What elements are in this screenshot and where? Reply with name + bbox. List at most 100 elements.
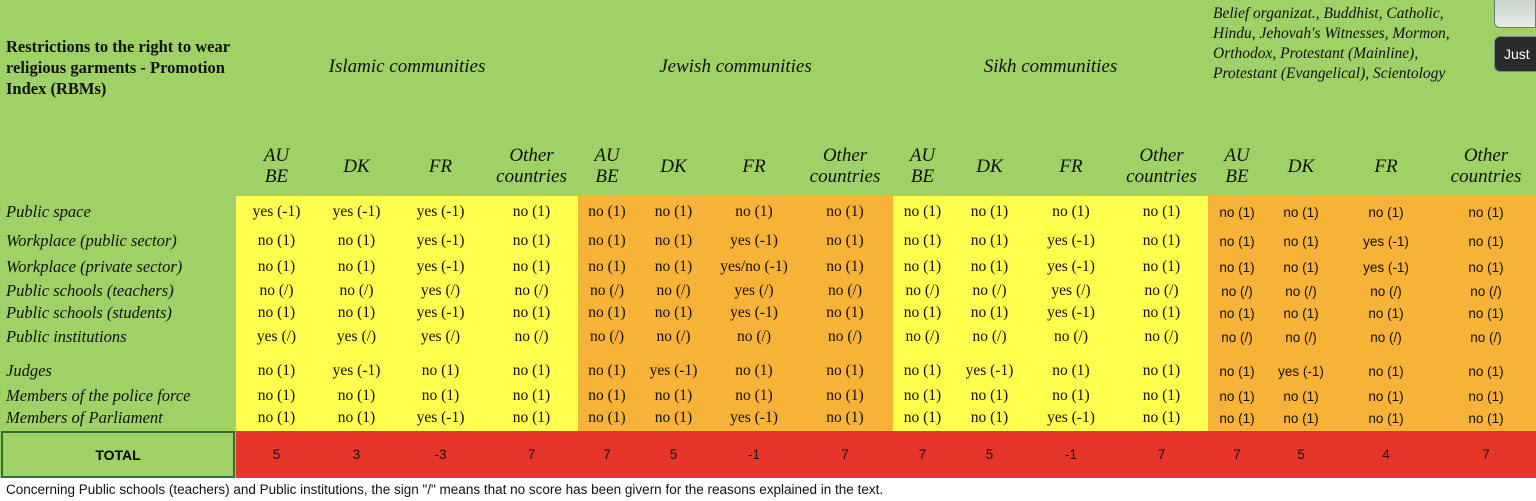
table-cell: no (1) xyxy=(970,232,1009,249)
table-cell: no (1) xyxy=(1283,305,1319,321)
table-cell: yes (-1) xyxy=(416,258,465,275)
total-cell: 7 xyxy=(918,447,927,462)
group-label-3: Sikh communities xyxy=(983,56,1118,77)
table-cell: no (/) xyxy=(1370,283,1402,299)
row-label: Members of Parliament xyxy=(6,408,163,427)
country-header-text: Other countries xyxy=(496,145,567,187)
table-cell: no (1) xyxy=(826,409,864,426)
country-header-text: FR xyxy=(1374,155,1398,177)
table-cell: no (/) xyxy=(905,328,940,345)
table-cell: no (1) xyxy=(588,232,626,249)
total-label: TOTAL xyxy=(1,431,235,478)
table-cell: no (1) xyxy=(903,362,942,379)
table-cell: no (1) xyxy=(512,304,551,321)
table-cell: no (1) xyxy=(1283,410,1319,426)
row-label: Public schools (students) xyxy=(6,303,172,322)
table-cell: yes (/) xyxy=(256,328,297,345)
table-cell: no (1) xyxy=(1283,259,1319,275)
table-cell: no (1) xyxy=(1368,305,1404,321)
table-cell: yes (-1) xyxy=(965,362,1014,379)
table-cell: no (1) xyxy=(588,362,626,379)
table-cell: no (1) xyxy=(1468,204,1504,220)
table-cell: yes (-1) xyxy=(416,304,465,321)
table-cell: no (1) xyxy=(1219,204,1255,220)
table-cell: no (/) xyxy=(1053,328,1088,345)
total-cell: 7 xyxy=(1233,447,1241,462)
country-header-text: AU BE xyxy=(594,145,620,187)
row-label: Members of the police force xyxy=(6,386,191,405)
total-row xyxy=(236,431,1536,478)
group-label-1: Islamic communities xyxy=(328,56,486,77)
table-cell: no (/) xyxy=(589,282,624,299)
total-cell: 3 xyxy=(352,447,361,462)
group-body-1 xyxy=(236,196,578,431)
country-header: FR xyxy=(1336,140,1436,192)
table-cell: no (1) xyxy=(1283,388,1319,404)
table-cell: no (1) xyxy=(512,203,551,220)
total-cell: 5 xyxy=(1297,447,1305,462)
total-cell: 7 xyxy=(1157,447,1166,462)
row-label: Public institutions xyxy=(6,327,127,346)
table-cell: no (1) xyxy=(654,232,693,249)
table-cell: no (1) xyxy=(970,258,1009,275)
table-cell: yes (-1) xyxy=(252,203,301,220)
country-header-text: FR xyxy=(1059,155,1083,177)
table-cell: no (1) xyxy=(735,203,773,220)
table-cell: yes/no (-1) xyxy=(720,258,788,275)
table-cell: no (1) xyxy=(1368,204,1404,220)
country-header: DK xyxy=(952,140,1027,192)
table-cell: no (1) xyxy=(970,304,1009,321)
table-cell: no (1) xyxy=(903,304,942,321)
table-cell: no (/) xyxy=(589,328,624,345)
table-cell: no (/) xyxy=(1470,329,1502,345)
total-cell: 5 xyxy=(272,447,281,462)
table-cell: yes (-1) xyxy=(730,304,778,321)
row-label-column xyxy=(0,196,236,431)
country-header: DK xyxy=(317,140,396,192)
country-header: DK xyxy=(636,140,711,192)
table-cell: no (1) xyxy=(1142,232,1181,249)
table-cell: no (/) xyxy=(1370,329,1402,345)
total-cell: 5 xyxy=(669,447,678,462)
table-cell: no (1) xyxy=(1142,409,1181,426)
country-header: Other countries xyxy=(797,140,893,192)
table-cell: no (1) xyxy=(1468,410,1504,426)
table-cell: no (1) xyxy=(1142,304,1181,321)
table-cell: no (/) xyxy=(259,282,294,299)
table-cell: no (/) xyxy=(1144,328,1179,345)
country-header: Other countries xyxy=(1115,140,1208,192)
table-cell: no (1) xyxy=(337,304,376,321)
table-cell: no (1) xyxy=(903,409,942,426)
table-cell: no (/) xyxy=(514,282,549,299)
group-label-4: Belief organizat., Buddhist, Catholic, Hi… xyxy=(1213,4,1503,84)
table-cell: no (1) xyxy=(421,387,460,404)
country-header-text: Other countries xyxy=(809,145,881,187)
overlay-popup[interactable]: Just xyxy=(1494,36,1536,72)
group-label-4-line: Hindu, Jehovah's Witnesses, Mormon, xyxy=(1213,25,1450,42)
total-cell: -1 xyxy=(1064,447,1077,462)
table-cell: no (1) xyxy=(1142,258,1181,275)
table-cell: no (1) xyxy=(588,258,626,275)
table-cell: no (1) xyxy=(337,409,376,426)
table-cell: no (1) xyxy=(1219,259,1255,275)
group-body-3 xyxy=(893,196,1208,431)
table-cell: no (1) xyxy=(826,362,864,379)
group-label-4-line: Orthodox, Protestant (Mainline), xyxy=(1213,45,1419,62)
video-thumbnail[interactable] xyxy=(1494,0,1536,28)
table-cell: no (1) xyxy=(512,232,551,249)
table-cell: no (1) xyxy=(826,258,864,275)
total-label-bg xyxy=(0,431,236,478)
table-cell: no (1) xyxy=(337,387,376,404)
country-header: AU BE xyxy=(1208,140,1266,192)
table-cell: no (1) xyxy=(654,409,693,426)
table-cell: yes (/) xyxy=(420,328,461,345)
total-cell: 4 xyxy=(1382,447,1390,462)
country-header-text: Other countries xyxy=(1450,145,1522,187)
table-cell: no (1) xyxy=(512,409,551,426)
table-cell: no (1) xyxy=(1468,388,1504,404)
total-cell: -1 xyxy=(747,447,760,462)
spreadsheet-table: Restrictions to the right to wear religi… xyxy=(0,0,1536,478)
table-cell: no (1) xyxy=(421,362,460,379)
row-label: Workplace (public sector) xyxy=(6,231,177,250)
table-cell: no (1) xyxy=(654,203,693,220)
